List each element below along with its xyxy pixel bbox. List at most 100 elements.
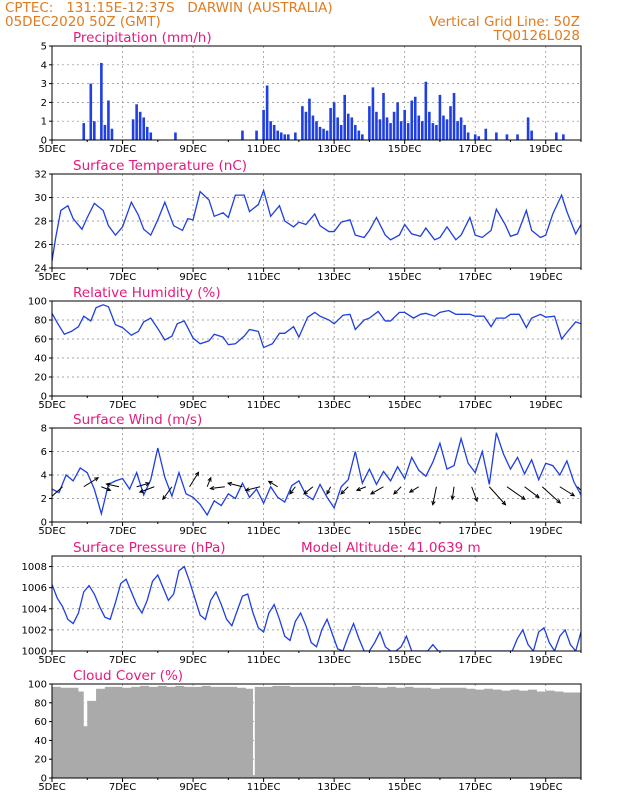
y-tick-label: 60 [34,717,47,728]
plot-area [52,432,581,517]
wind-vector [139,486,155,493]
wind-vector-head [226,481,233,487]
precip-bar [262,109,265,140]
x-tick-label: 19DEC [529,144,563,155]
precip-bar [269,121,272,140]
panel-frame [51,173,582,269]
wind-vector-head [194,471,200,477]
wind-vector-head [431,500,436,506]
wind-vector [356,486,367,491]
precip-bar [371,87,375,140]
wind-vector-head [138,488,144,494]
y-tick-label: 0 [41,774,47,785]
x-tick-label: 9DEC [179,400,206,411]
wind-vector [471,486,478,502]
x-tick-label: 7DEC [109,526,136,537]
precip-bar [286,134,290,140]
panel-pres: 1000 1002 1004 1006 1008 5DEC 7DEC 9DEC 11DEC 13D… [22,540,582,666]
precip-bar [378,119,382,140]
y-tick-label: 8 [41,424,47,435]
x-tick-label: 7DEC [109,144,136,155]
precip-bar [339,124,343,140]
x-tick-label: 19DEC [529,526,563,537]
precip-bar [459,117,463,140]
precip-bar [445,119,449,140]
precip-bar [495,132,498,140]
precip-bar [255,130,258,140]
x-tick-label: 11DEC [247,655,281,666]
x-tick-label: 17DEC [458,272,492,283]
x-tick-label: 19DEC [529,782,563,793]
y-tick-label: 4 [41,471,47,482]
precip-bar [473,134,477,140]
x-tick-label: 13DEC [317,782,351,793]
x-tick-label: 9DEC [179,144,206,155]
panel-title-precip: Precipitation (mm/h) [73,30,212,46]
precip-bar [138,111,142,140]
precip-bar [103,124,107,140]
precip-bar [392,111,396,140]
y-tick-label: 1002 [22,625,47,636]
precip-bar [82,123,86,140]
wind-vector [101,486,111,491]
precip-bar [279,132,283,140]
x-tick-label: 5DEC [38,782,65,793]
wind-vector-head [501,500,507,506]
panel-frame [51,683,582,779]
precip-bar [107,100,110,140]
precip-bar [399,121,403,140]
precip-bar [368,106,371,140]
panel-title-pres: Surface Pressure (hPa) [73,540,226,556]
y-tick-label: 40 [34,354,47,365]
plot-area [52,565,581,651]
y-tick-label: 100 [28,680,47,691]
precip-bar [438,94,442,140]
precip-bar [100,62,103,140]
y-tick-label: 80 [34,316,47,327]
y-tick-label: 2 [41,494,47,505]
wind-vector-head [534,493,540,499]
wind-vector [326,486,332,495]
y-tick-label: 20 [34,755,47,766]
y-tick-label: 32 [34,170,47,181]
x-tick-label: 7DEC [109,400,136,411]
wind-vector [289,486,296,495]
precip-bar [311,115,315,140]
panel-frame [51,427,582,523]
y-tick-label: 20 [34,373,47,384]
precip-bar [361,134,364,140]
series-line-wind [52,432,581,517]
precip-bar [357,130,361,140]
precip-bar [343,94,347,140]
y-tick-label: 2 [41,98,47,109]
precip-bar [424,81,428,140]
cloud-cover-area [52,685,581,778]
wind-vector-head [267,480,273,485]
wind-vector-head [393,490,398,495]
x-tick-label: 19DEC [529,272,563,283]
precip-bar [272,124,276,140]
wind-vector-head [303,490,308,495]
wind-vector [451,486,455,500]
precip-bar [142,117,145,140]
wind-vector [577,486,581,491]
wind-vector-head [473,497,478,503]
y-tick-label: 6 [41,447,47,458]
x-tick-label: 5DEC [38,526,65,537]
x-tick-label: 9DEC [179,782,206,793]
precip-bar [385,117,389,140]
precip-bar [452,93,456,140]
panel-wind: 0 2 4 6 8 5DEC 7DEC 9DEC 11DEC 13DEC 15DEC 17DEC 19D… [38,412,582,537]
wind-vector [206,477,212,487]
precip-bar [329,108,332,140]
precip-bar [346,113,350,140]
precip-bar [149,132,153,140]
precip-bar [413,96,417,140]
y-tick-label: 26 [34,240,47,251]
header-line1-left: CPTEC: 131:15E-12:37S DARWIN (AUSTRALIA) [5,0,333,16]
precip-bar [315,121,318,140]
wind-vector-head [369,490,375,495]
wind-vector [370,486,384,495]
panel-frame [51,45,582,141]
